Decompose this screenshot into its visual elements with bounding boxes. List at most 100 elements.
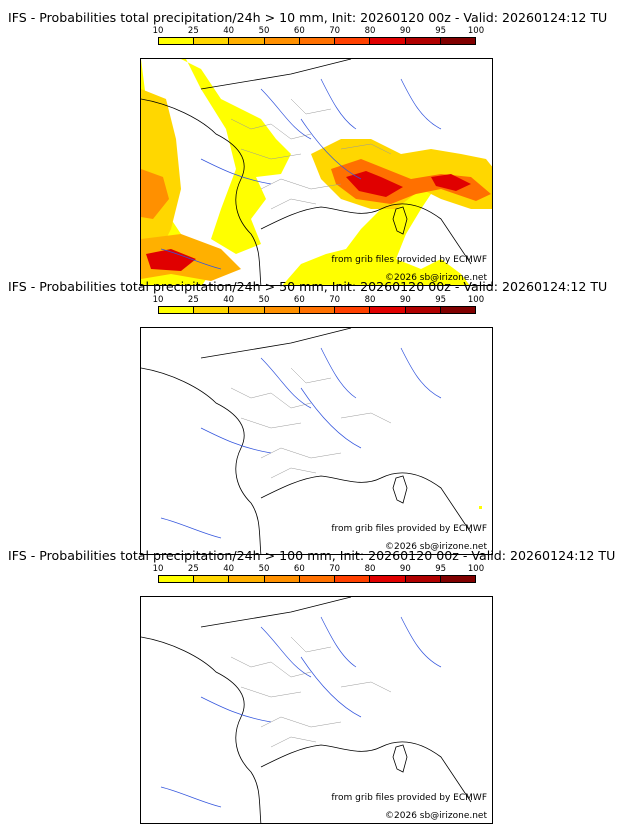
scale-tick-label: 100 <box>467 564 485 574</box>
scale-color-bin <box>335 38 371 44</box>
scale-tick-label: 95 <box>435 295 447 305</box>
precip-spot <box>479 506 482 509</box>
admin-borders <box>230 636 392 748</box>
coastline-north <box>200 597 352 628</box>
panel-title: IFS - Probabilities total precipitation/… <box>8 10 608 25</box>
scale-tick-label: 50 <box>258 295 270 305</box>
rivers <box>160 347 442 539</box>
scale-tick-label: 70 <box>329 564 341 574</box>
color-scale: 10 25 40 50 60 70 80 90 95 100 <box>153 295 485 317</box>
copyright-credit: ©2026 sb@irizone.net <box>385 273 487 283</box>
precip-area-pyrenees-core <box>146 249 196 271</box>
scale-color-bin <box>159 38 195 44</box>
map-100mm: from grib files provided by ECMWF ©2026 … <box>140 596 493 824</box>
precip-area-atlantic-3 <box>141 169 169 219</box>
panel-10mm: IFS - Probabilities total precipitation/… <box>0 10 630 286</box>
corsica <box>392 744 408 773</box>
scale-bar <box>158 37 476 45</box>
scale-tick-label: 25 <box>187 295 199 305</box>
coastline-med <box>260 203 472 265</box>
scale-tick-label: 80 <box>364 26 376 36</box>
scale-tick-label: 60 <box>293 295 305 305</box>
scale-color-bin <box>299 307 336 313</box>
scale-color-bin <box>370 307 406 313</box>
scale-color-bin <box>194 38 230 44</box>
scale-color-bin <box>159 307 195 313</box>
coastline-med <box>260 472 472 534</box>
scale-ticks: 10 25 40 50 60 70 80 90 95 100 <box>153 295 485 305</box>
panel-title: IFS - Probabilities total precipitation/… <box>8 279 608 294</box>
scale-color-bin <box>229 38 265 44</box>
scale-tick-label: 60 <box>293 26 305 36</box>
scale-tick-label: 10 <box>152 564 164 574</box>
map-50mm: from grib files provided by ECMWF ©2026 … <box>140 327 493 555</box>
coastline-med <box>260 741 472 803</box>
source-credit: from grib files provided by ECMWF <box>331 255 487 265</box>
scale-tick-label: 100 <box>467 26 485 36</box>
scale-tick-label: 90 <box>399 295 411 305</box>
scale-color-bin <box>440 38 475 44</box>
scale-color-bin <box>159 576 195 582</box>
scale-tick-label: 50 <box>258 26 270 36</box>
source-credit: from grib files provided by ECMWF <box>331 524 487 534</box>
scale-tick-label: 40 <box>223 26 235 36</box>
probability-map <box>141 597 472 823</box>
scale-color-bin <box>405 38 441 44</box>
scale-tick-label: 10 <box>152 26 164 36</box>
rivers <box>160 78 442 270</box>
scale-bar <box>158 575 476 583</box>
probability-map <box>141 328 482 554</box>
rivers <box>160 616 442 808</box>
scale-color-bin <box>405 576 441 582</box>
scale-tick-label: 80 <box>364 295 376 305</box>
scale-tick-label: 40 <box>223 564 235 574</box>
admin-borders <box>230 367 392 479</box>
panel-title: IFS - Probabilities total precipitation/… <box>8 548 616 563</box>
coastline <box>141 367 262 554</box>
precip-area-alps-max <box>346 171 471 197</box>
scale-tick-label: 60 <box>293 564 305 574</box>
scale-tick-label: 90 <box>399 26 411 36</box>
color-scale: 10 25 40 50 60 70 80 90 95 100 <box>153 26 485 48</box>
coastline <box>141 98 262 285</box>
scale-tick-label: 25 <box>187 564 199 574</box>
scale-color-bin <box>194 576 230 582</box>
source-credit: from grib files provided by ECMWF <box>331 793 487 803</box>
scale-tick-label: 25 <box>187 26 199 36</box>
scale-color-bin <box>335 576 371 582</box>
corsica <box>392 475 408 504</box>
coastline-north <box>200 59 352 90</box>
coastline <box>141 636 262 823</box>
scale-color-bin <box>194 307 230 313</box>
scale-bar <box>158 306 476 314</box>
scale-color-bin <box>264 38 300 44</box>
scale-color-bin <box>299 38 336 44</box>
scale-tick-label: 90 <box>399 564 411 574</box>
color-scale: 10 25 40 50 60 70 80 90 95 100 <box>153 564 485 586</box>
scale-tick-label: 40 <box>223 295 235 305</box>
copyright-credit: ©2026 sb@irizone.net <box>385 811 487 821</box>
scale-color-bin <box>440 307 475 313</box>
scale-color-bin <box>264 576 300 582</box>
panel-100mm: IFS - Probabilities total precipitation/… <box>0 548 630 824</box>
scale-ticks: 10 25 40 50 60 70 80 90 95 100 <box>153 564 485 574</box>
scale-tick-label: 80 <box>364 564 376 574</box>
scale-tick-label: 70 <box>329 26 341 36</box>
scale-color-bin <box>335 307 371 313</box>
scale-tick-label: 95 <box>435 26 447 36</box>
scale-color-bin <box>405 307 441 313</box>
copyright-credit: ©2026 sb@irizone.net <box>385 542 487 552</box>
scale-tick-label: 70 <box>329 295 341 305</box>
scale-tick-label: 100 <box>467 295 485 305</box>
probability-map <box>141 59 492 285</box>
admin-borders <box>230 98 392 210</box>
scale-tick-label: 50 <box>258 564 270 574</box>
map-10mm: from grib files provided by ECMWF ©2026 … <box>140 58 493 286</box>
scale-color-bin <box>299 576 336 582</box>
precip-area-atlantic <box>141 59 291 285</box>
corsica <box>392 206 408 235</box>
scale-ticks: 10 25 40 50 60 70 80 90 95 100 <box>153 26 485 36</box>
scale-color-bin <box>229 576 265 582</box>
coastline-north <box>200 328 352 359</box>
scale-color-bin <box>229 307 265 313</box>
